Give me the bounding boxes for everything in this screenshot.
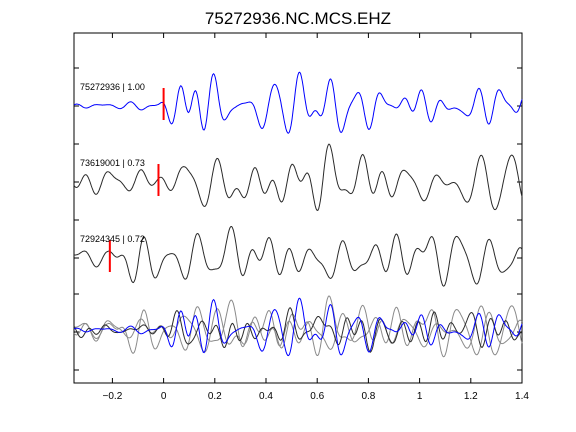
trace-label: 75272936 | 1.00	[80, 82, 145, 92]
x-tick-labels: −0.2 0 0.2 0.4 0.6 0.8 1 1.2 1.4	[103, 391, 530, 402]
x-tick-label: −0.2	[103, 391, 123, 402]
x-tick-label: 0.6	[310, 391, 324, 402]
stack-trace	[73, 297, 523, 357]
x-tick-label: 1	[417, 391, 423, 402]
chart-title: 75272936.NC.MCS.EHZ	[205, 9, 391, 28]
trace-labels: 75272936 | 1.00 73619001 | 0.73 72924345 |…	[80, 82, 145, 244]
waveform-trace	[73, 71, 523, 134]
x-tick-label: 1.2	[464, 391, 478, 402]
x-tick-label: 0.2	[208, 391, 222, 402]
x-tick-label: 0.4	[259, 391, 273, 402]
trace-label: 73619001 | 0.73	[80, 158, 145, 168]
x-tick-label: 0	[161, 391, 167, 402]
x-tick-label: 0.8	[361, 391, 375, 402]
stack-trace	[74, 299, 523, 358]
trace-label: 72924345 | 0.72	[80, 234, 145, 244]
pick-markers	[108, 88, 165, 272]
waveform-trace	[74, 225, 523, 287]
waveform-traces	[73, 71, 523, 358]
waveform-trace	[73, 143, 523, 211]
x-tick-label: 1.4	[515, 391, 529, 402]
